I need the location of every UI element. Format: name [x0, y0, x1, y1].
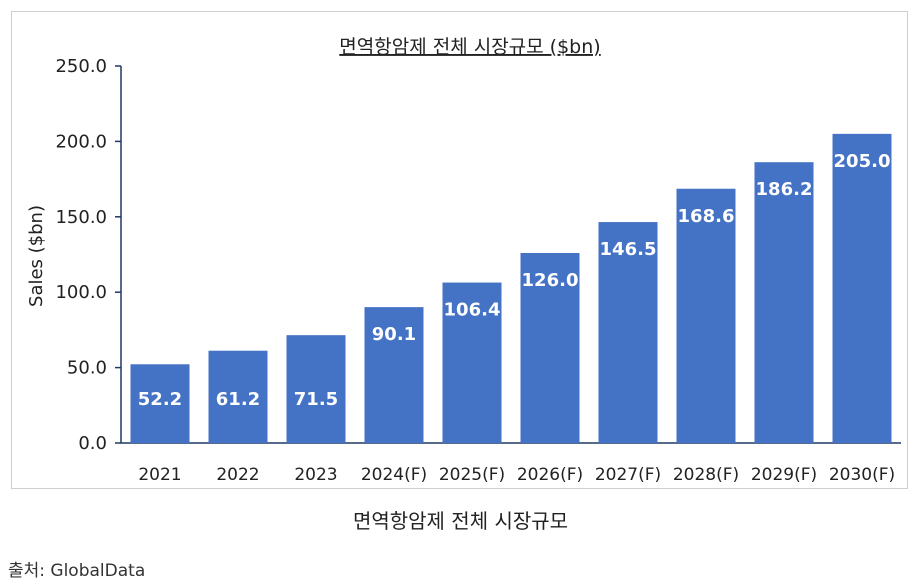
bar-2024(F)	[364, 307, 424, 443]
bar-2023	[286, 335, 346, 443]
data-label: 71.5	[294, 389, 338, 410]
data-label: 90.1	[372, 324, 416, 345]
x-tick-label: 2023	[294, 465, 337, 485]
bar-2021	[130, 364, 190, 443]
y-tick-label: 200.0	[55, 131, 107, 152]
data-label: 106.4	[444, 300, 501, 321]
x-tick-label: 2025(F)	[439, 465, 505, 485]
bar-2030(F)	[832, 133, 892, 444]
bar-2029(F)	[754, 162, 814, 444]
y-axis-label: Sales ($bn)	[26, 205, 47, 307]
data-label: 186.2	[756, 179, 813, 200]
data-label: 61.2	[216, 389, 260, 410]
data-label: 146.5	[600, 239, 657, 260]
data-label: 126.0	[522, 270, 579, 291]
bar-2027(F)	[598, 222, 658, 443]
x-tick-label: 2022	[216, 465, 259, 485]
source-note: 출처: GlobalData	[8, 561, 146, 581]
bar-2026(F)	[520, 252, 580, 443]
x-tick-label: 2021	[138, 465, 181, 485]
y-tick-label: 0.0	[78, 433, 107, 454]
chart-title: 면역항암제 전체 시장규모 ($bn)	[339, 36, 600, 58]
figure-caption: 면역항암제 전체 시장규모	[352, 509, 569, 533]
y-tick-label: 50.0	[67, 358, 107, 379]
x-tick-label: 2028(F)	[673, 465, 739, 485]
bar-chart: 면역항암제 전체 시장규모 ($bn) Sales ($bn) 0.0 50.0 1…	[26, 36, 901, 485]
x-tick-label: 2024(F)	[361, 465, 427, 485]
y-tick-label: 150.0	[55, 207, 107, 228]
x-tick-label: 2026(F)	[517, 465, 583, 485]
y-tick-label: 250.0	[55, 56, 107, 77]
x-tick-label: 2027(F)	[595, 465, 661, 485]
y-tick-label: 100.0	[55, 282, 107, 303]
data-label: 52.2	[138, 389, 182, 410]
bar-2025(F)	[442, 282, 502, 443]
data-label: 168.6	[678, 206, 735, 227]
data-label: 205.0	[834, 151, 891, 172]
x-tick-label: 2030(F)	[829, 465, 895, 485]
bar-2028(F)	[676, 188, 736, 443]
bar-2022	[208, 350, 268, 443]
x-tick-label: 2029(F)	[751, 465, 817, 485]
